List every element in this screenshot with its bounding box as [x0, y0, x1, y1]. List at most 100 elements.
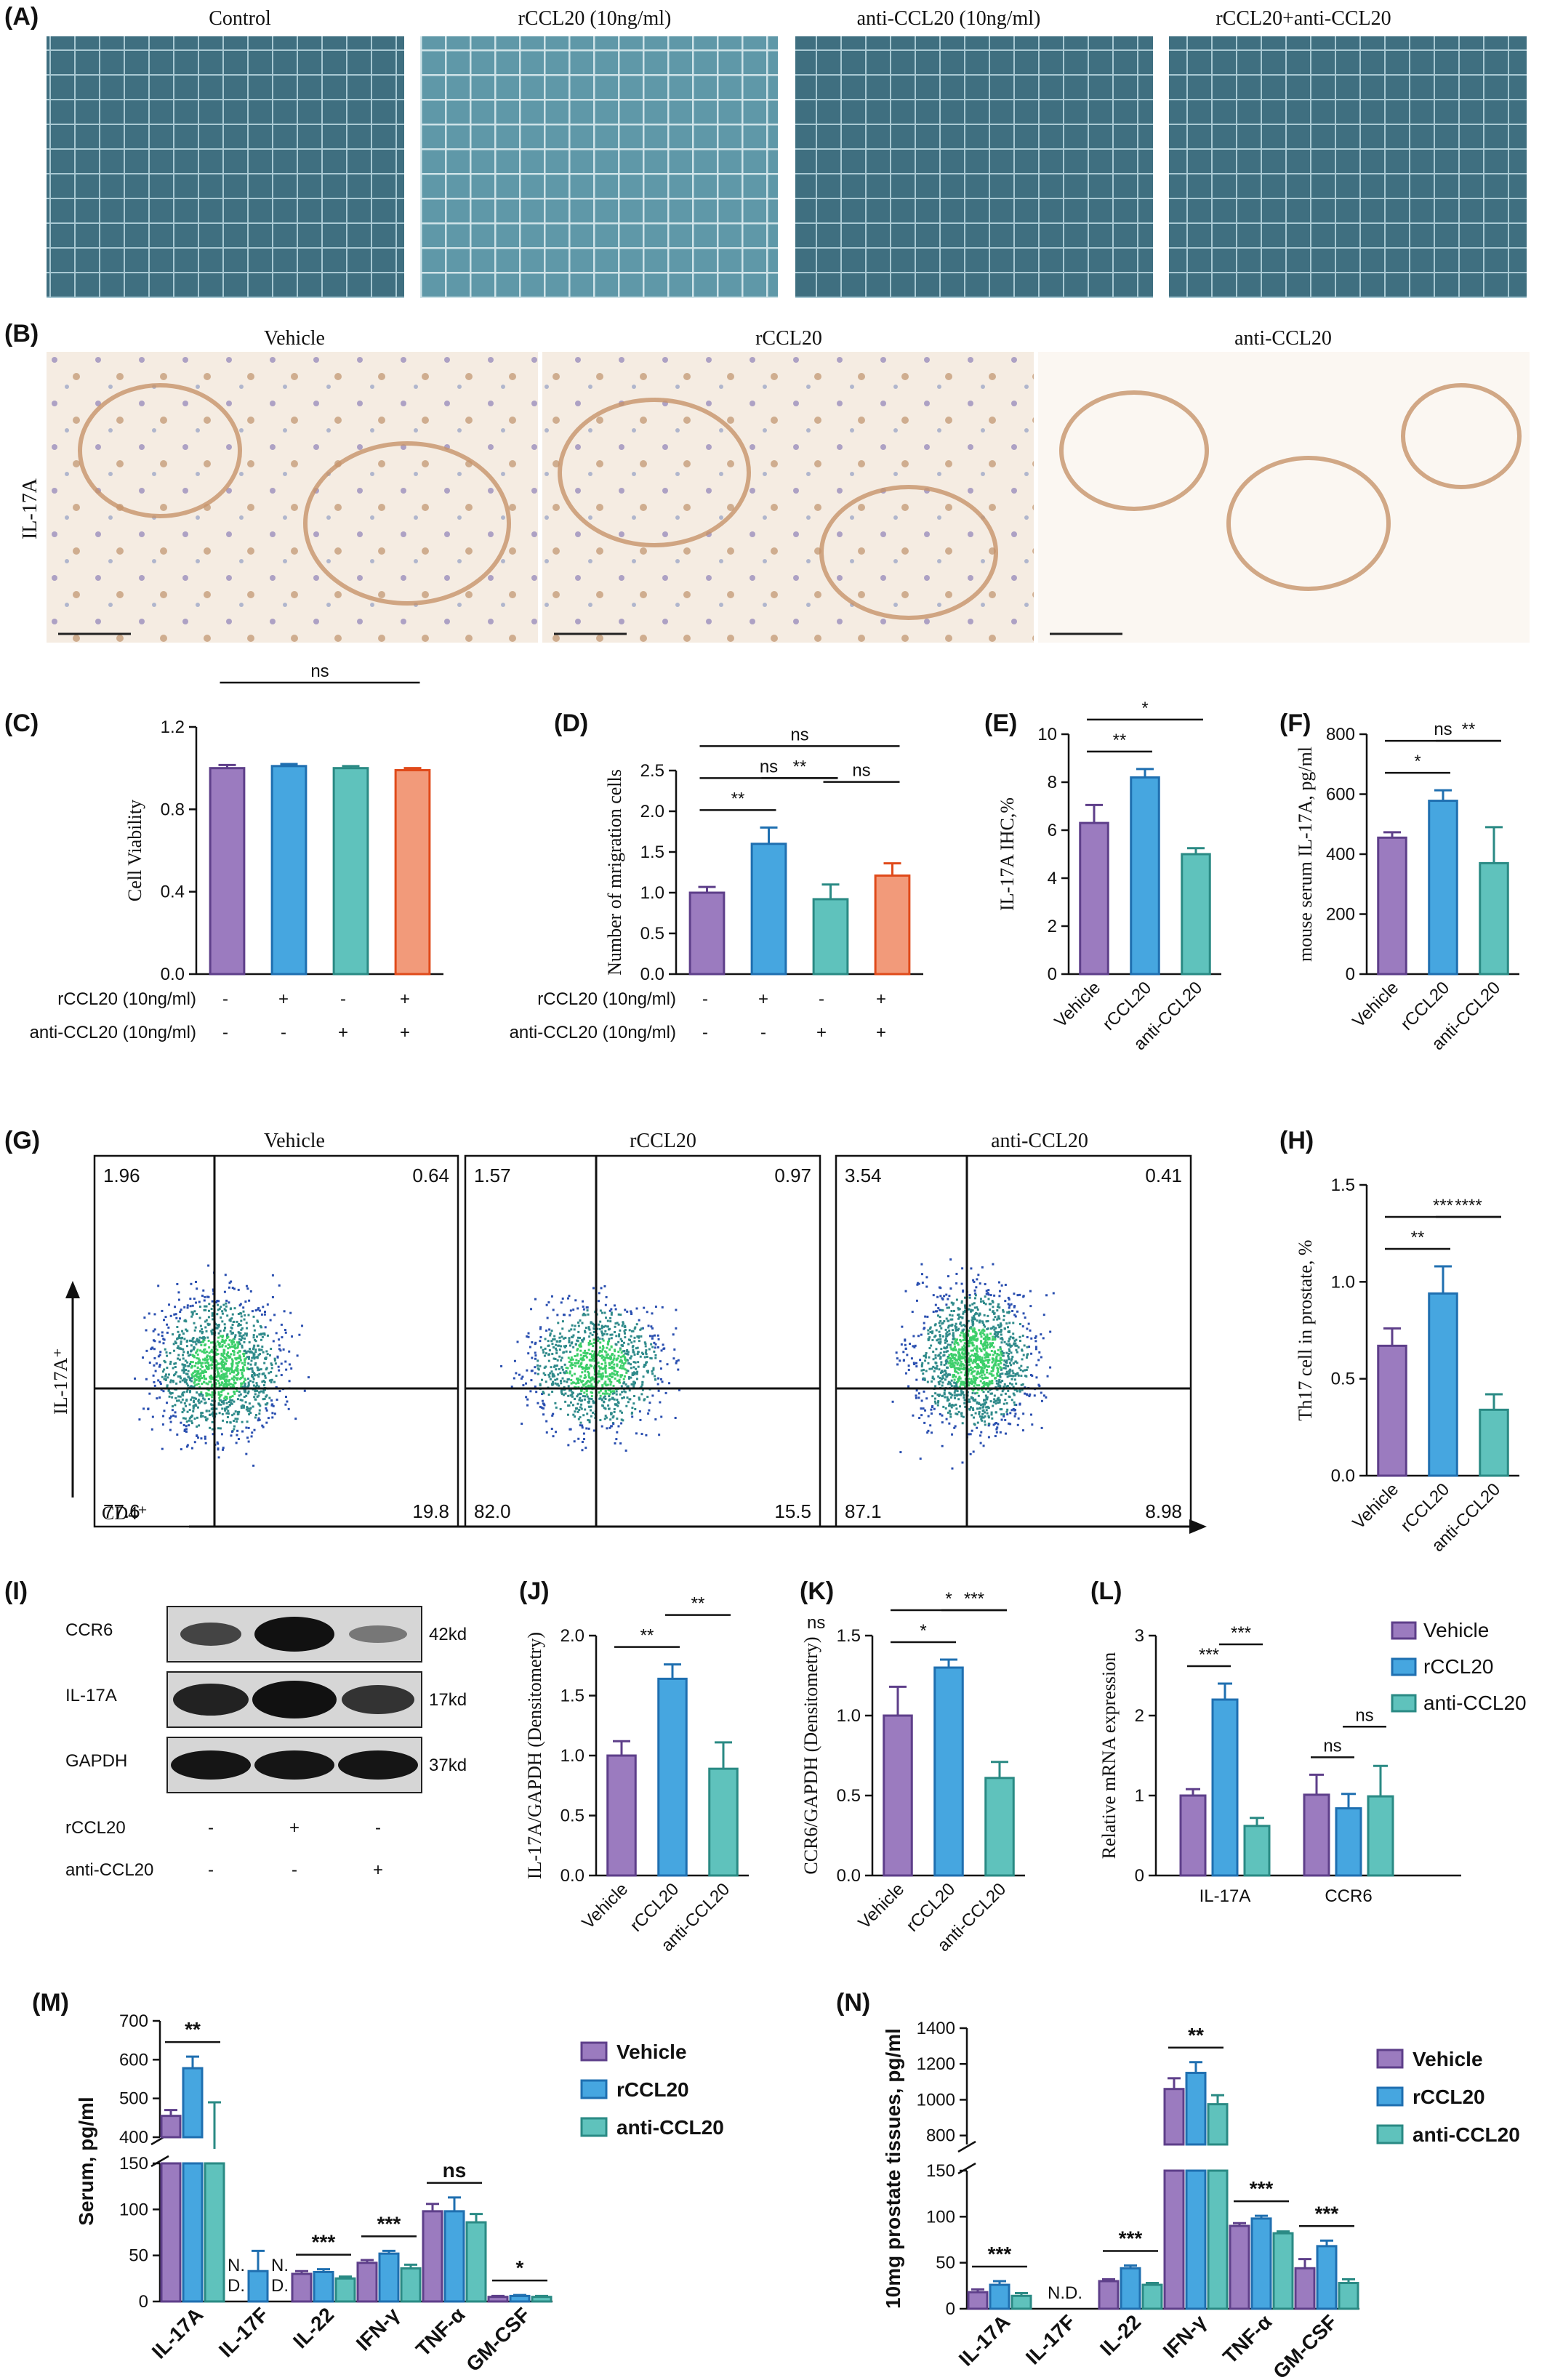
- sig-label: ns: [852, 761, 870, 781]
- bar: [933, 1666, 964, 1877]
- bar: [1250, 2217, 1272, 2310]
- y-axis-label: Th17 cell in prostate, %: [1295, 1239, 1316, 1420]
- quadrant-value-ur: 0.97: [774, 1165, 811, 1186]
- bar: [1211, 1698, 1239, 1877]
- migration-image-rccl20: [420, 36, 778, 298]
- y-tick-label: 0.5: [837, 1786, 861, 1806]
- y-axis-label: IL-17A IHC,%: [997, 797, 1018, 911]
- y-tick-label: 1.0: [560, 1746, 584, 1766]
- blot-size-label: 17kd: [429, 1690, 467, 1710]
- y-tick-label: 1000: [917, 2090, 955, 2110]
- panel-l: (L) 0 1 2 3 Relative mRNA expression IL-17A CC…: [1090, 1577, 1527, 1906]
- y-axis-label: CCR6/GAPDH (Densitometry): [800, 1636, 821, 1874]
- flow-y-arrow-head: [65, 1281, 80, 1298]
- quadrant-value-ul: 1.96: [103, 1165, 140, 1186]
- flow-x-arrow-head: [1189, 1519, 1207, 1534]
- panel-n: (N) 0 50 100 150 800 1000 1200 1400 10mg prostat…: [836, 1989, 1520, 2380]
- y-tick-label: 1.5: [640, 843, 664, 862]
- axis-break: [957, 2162, 976, 2175]
- legend-swatch: [1391, 1657, 1417, 1676]
- legend-label: anti-CCL20: [616, 2116, 724, 2139]
- bar: [1335, 1807, 1362, 1877]
- y-tick-label: 200: [1326, 905, 1355, 925]
- y-tick-label: 500: [119, 2089, 148, 2109]
- legend-label: anti-CCL20: [1423, 1692, 1527, 1714]
- panel-c-row2-label: anti-CCL20 (10ng/ml): [30, 1023, 196, 1042]
- sig-label: **: [793, 757, 807, 776]
- bar: [606, 1754, 637, 1877]
- flow-plot-frame: [93, 1154, 459, 1528]
- panel-d-label: (D): [554, 709, 588, 737]
- bar: [487, 2296, 509, 2303]
- blot-row2-sign: -: [292, 1860, 297, 1880]
- y-axis-label: Cell Viability: [124, 800, 145, 901]
- panel-g-label: (G): [4, 1127, 40, 1154]
- quadrant-value-lr: 8.98: [1145, 1500, 1182, 1522]
- bar: [1243, 1825, 1271, 1877]
- panel-k: (K) ns 0.0 0.5 1.0 1.5 CCR6/GAPDH (Densitome…: [800, 1577, 1025, 1955]
- y-tick-label: 2: [1135, 1706, 1144, 1726]
- x-tick-label: Vehicle: [1050, 978, 1104, 1032]
- y-tick-label: 0: [1346, 965, 1355, 984]
- y-tick-label: 600: [119, 2050, 148, 2070]
- sig-label: **: [185, 2018, 201, 2041]
- bar-lower-part: [182, 2162, 204, 2303]
- bar: [313, 2270, 334, 2303]
- legend-swatch: [1391, 1621, 1417, 1640]
- y-tick-label: 4: [1048, 869, 1057, 888]
- bar: [1272, 2232, 1294, 2310]
- panel-c-row2-sign: +: [338, 1023, 348, 1042]
- panel-a-title-4: rCCL20+anti-CCL20: [1216, 7, 1391, 30]
- x-tick-label: IFN-γ: [352, 2303, 404, 2355]
- y-tick-label: 1.5: [837, 1626, 861, 1646]
- axis-break: [150, 2155, 169, 2168]
- sig-label: ***: [1433, 1196, 1453, 1215]
- legend-swatch: [580, 2079, 608, 2099]
- x-tick-label: GM-CSF: [462, 2303, 534, 2376]
- sig-label: *: [1141, 699, 1148, 718]
- bar-lower-part: [1207, 2169, 1229, 2310]
- bar: [270, 765, 308, 976]
- panel-d-row1-label: rCCL20 (10ng/ml): [537, 989, 676, 1009]
- not-detected-label: D.: [228, 2276, 245, 2296]
- legend-label: rCCL20: [616, 2078, 689, 2101]
- legend-swatch: [1376, 2086, 1404, 2107]
- blot-row2-label: anti-CCL20: [65, 1860, 153, 1880]
- bar-lower-part: [1163, 2169, 1185, 2310]
- bar: [984, 1777, 1015, 1877]
- panel-a-title-1: Control: [209, 7, 271, 30]
- bar: [247, 2270, 269, 2303]
- panel-n-label: (N): [836, 1989, 870, 2017]
- bar: [1428, 800, 1458, 976]
- panel-c: (C) 0.0 0.4 0.8 1.2 Cell Viability ns rCCL20 …: [4, 662, 443, 1042]
- y-tick-label: 2.0: [560, 1626, 584, 1646]
- y-axis-label: 10mg prostate tissues, pg/ml: [882, 2028, 904, 2309]
- sig-label: ns: [443, 2159, 467, 2182]
- sig-label: ***: [964, 1589, 984, 1609]
- blot-bands: [171, 1617, 418, 1780]
- y-tick-label: 0.0: [161, 965, 185, 984]
- bar: [334, 2277, 356, 2303]
- quadrant-value-ul: 1.57: [474, 1165, 511, 1186]
- bar: [531, 2296, 552, 2303]
- blot-row1-sign: +: [289, 1818, 300, 1838]
- bar: [1338, 2282, 1359, 2310]
- blot-row1-sign: -: [208, 1818, 214, 1838]
- bar: [1207, 2103, 1229, 2146]
- legend-label: rCCL20: [1423, 1655, 1493, 1678]
- legend-label: Vehicle: [1413, 2048, 1483, 2070]
- sig-label: ns: [760, 757, 778, 776]
- panel-d-row2-sign: -: [702, 1023, 708, 1042]
- x-tick-label: Vehicle: [854, 1879, 908, 1933]
- flow-plot: 3.54 0.41 87.1 8.98: [835, 1154, 1192, 1528]
- bar: [1303, 1793, 1330, 1877]
- bar: [688, 891, 726, 976]
- bar: [182, 2067, 204, 2139]
- sig-label: ns: [1434, 720, 1452, 739]
- sig-label: ***: [1199, 1645, 1219, 1665]
- quadrant-value-ur: 0.64: [412, 1165, 449, 1186]
- panel-i-label: (I): [4, 1577, 28, 1605]
- bar: [1079, 821, 1109, 976]
- blot-band-label: GAPDH: [65, 1751, 127, 1771]
